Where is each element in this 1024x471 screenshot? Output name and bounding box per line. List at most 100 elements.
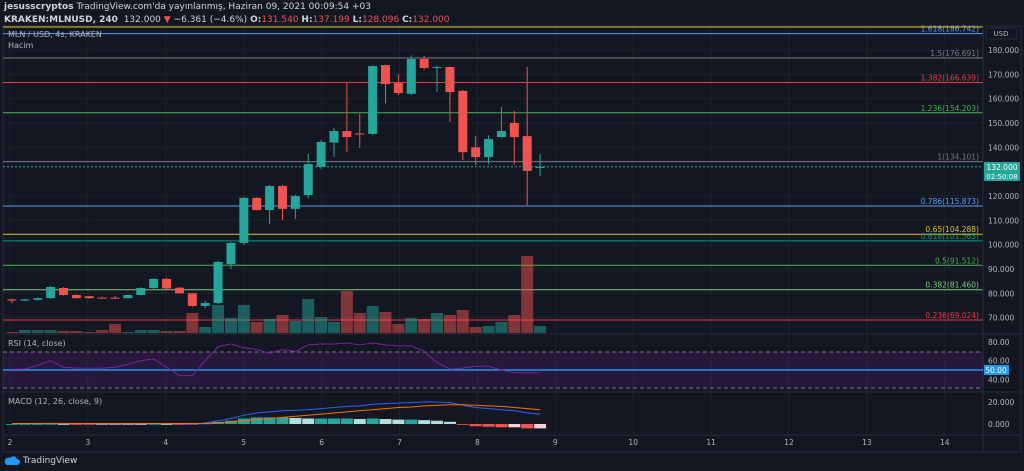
candle[interactable]	[303, 153, 313, 199]
volume-bars	[6, 256, 547, 333]
candle[interactable]	[471, 135, 481, 166]
macd-histogram-bar	[173, 424, 186, 425]
open-label: O:	[250, 15, 262, 25]
candle[interactable]	[265, 185, 275, 224]
fib-label: 1.618(186.742)	[921, 25, 979, 34]
last-price: 132.000	[123, 15, 161, 25]
macd-histogram-bar	[289, 417, 302, 424]
candle-body	[110, 297, 120, 299]
candle[interactable]	[33, 297, 43, 301]
candle[interactable]	[136, 287, 146, 296]
candle[interactable]	[522, 67, 532, 205]
candle[interactable]	[535, 154, 545, 177]
candle[interactable]	[329, 127, 339, 158]
macd-histogram-bar	[418, 420, 431, 424]
rsi-label: RSI (14, close)	[8, 339, 66, 348]
candle[interactable]	[316, 140, 326, 170]
candle[interactable]	[149, 278, 159, 290]
macd-histogram-bar	[70, 424, 83, 425]
volume-bar	[456, 310, 469, 333]
price-axis[interactable]: 180.000 170.000 160.000 150.000 140.000 120.0…	[988, 46, 1019, 429]
macd-histogram-bar	[276, 417, 289, 424]
time-tick-label: 2	[8, 438, 13, 447]
time-axis[interactable]: 2 3 4 5 6 7 8 9 10 11 12 13 14	[8, 438, 950, 447]
volume-bar	[147, 330, 160, 333]
author-name[interactable]: jesusscryptos	[4, 2, 74, 12]
candle[interactable]	[239, 197, 249, 245]
candle[interactable]	[290, 194, 300, 220]
candle-body	[432, 67, 442, 69]
candle[interactable]	[226, 242, 236, 269]
candle[interactable]	[393, 74, 403, 96]
candle[interactable]	[174, 286, 184, 294]
macd-histogram-bar	[495, 424, 508, 428]
price-tick-label: 100.000	[988, 241, 1019, 250]
candle[interactable]	[445, 66, 455, 123]
candle[interactable]	[110, 296, 120, 300]
volume-bar	[482, 326, 495, 333]
fib-label: 0.618(101.563)	[921, 232, 979, 241]
price-tick-label: 70.000	[988, 314, 1014, 323]
rsi-tick-label: 80.00	[988, 338, 1010, 347]
candle[interactable]	[277, 185, 287, 221]
candle-body	[252, 197, 262, 211]
tradingview-logo[interactable]: TradingView	[4, 456, 77, 466]
candle[interactable]	[20, 299, 30, 302]
candle[interactable]	[252, 197, 262, 211]
candle[interactable]	[213, 260, 223, 305]
fib-label: 0.236(69.024)	[925, 311, 979, 320]
candle[interactable]	[381, 64, 391, 104]
candle-body	[355, 133, 365, 135]
close-value: 132.000	[412, 15, 450, 25]
rsi-badge	[984, 365, 1009, 375]
time-tick-label: 8	[475, 438, 480, 447]
candle[interactable]	[84, 295, 94, 299]
fib-label: 0.382(81.460)	[925, 281, 979, 290]
candle-body	[303, 164, 313, 196]
volume-bar	[521, 256, 534, 333]
macd-histogram-bar	[366, 418, 379, 424]
candle-body	[522, 136, 532, 171]
candle[interactable]	[342, 83, 352, 153]
high-value: 137.199	[312, 15, 350, 25]
candle[interactable]	[496, 106, 506, 138]
candle[interactable]	[200, 300, 210, 308]
cloud-logo-icon	[4, 456, 20, 465]
candle[interactable]	[46, 286, 56, 299]
currency-badge[interactable]	[985, 27, 1018, 40]
time-tick-label: 7	[397, 438, 402, 447]
candle[interactable]	[484, 135, 494, 165]
candle[interactable]	[123, 294, 133, 299]
macd-histogram-bar	[237, 418, 250, 424]
candle[interactable]	[509, 110, 519, 165]
candle[interactable]	[355, 113, 365, 149]
price-tick-label: 150.000	[988, 119, 1019, 128]
candle-body	[187, 293, 197, 306]
candle[interactable]	[162, 277, 172, 290]
candle[interactable]	[97, 296, 107, 299]
fib-levels: 1.618(186.742) 1.5(176.691) 1.382(166.639)…	[3, 25, 983, 321]
candle[interactable]	[187, 292, 197, 307]
macd-histogram-bar	[57, 424, 70, 425]
signal-line	[12, 404, 541, 425]
candle[interactable]	[7, 298, 17, 304]
candle[interactable]	[59, 287, 69, 296]
macd-histogram-bar	[534, 424, 547, 429]
candle[interactable]	[432, 65, 442, 93]
volume-bar	[379, 312, 392, 333]
volume-bar	[109, 324, 122, 333]
candle[interactable]	[458, 89, 468, 160]
candle-body	[316, 141, 326, 167]
candle[interactable]	[368, 65, 378, 136]
volume-bar	[431, 313, 444, 333]
candle[interactable]	[419, 55, 429, 70]
volume-bar	[508, 315, 521, 333]
macd-histogram-bar	[263, 417, 276, 424]
candles[interactable]	[7, 55, 545, 308]
candle[interactable]	[71, 294, 81, 299]
rsi-line	[12, 342, 541, 377]
candle[interactable]	[406, 55, 416, 96]
publish-info: jesusscryptos TradingView.com'da yayınla…	[4, 2, 371, 12]
volume-bar	[315, 317, 328, 333]
